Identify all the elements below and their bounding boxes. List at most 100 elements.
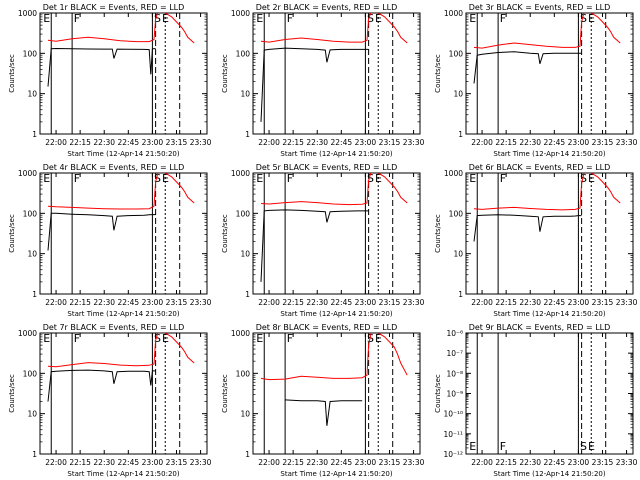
plot-frame xyxy=(252,12,421,135)
event-marker: S xyxy=(580,12,587,25)
y-tick-label: 10 xyxy=(240,90,250,99)
panel-title: Det 5r BLACK = Events, RED = LLD xyxy=(256,163,398,172)
panel-title: Det 2r BLACK = Events, RED = LLD xyxy=(256,3,398,12)
lld-series-line xyxy=(260,333,408,381)
plot-frame xyxy=(465,172,634,295)
x-axis-label: Start Time (12-Apr-14 21:50:20) xyxy=(280,150,392,158)
x-tick-label: 22:30 xyxy=(519,298,541,307)
panel-title: Det 7r BLACK = Events, RED = LLD xyxy=(43,323,185,332)
x-tick-label: 23:15 xyxy=(166,458,188,467)
x-tick-label: 22:30 xyxy=(519,138,541,147)
x-tick-label: 22:15 xyxy=(69,458,91,467)
x-tick-label: 23:30 xyxy=(616,298,638,307)
event-marker: S xyxy=(367,172,374,185)
events-series-line xyxy=(473,51,582,84)
y-tick-label: 100 xyxy=(23,369,38,378)
event-marker: S xyxy=(154,12,161,25)
y-tick-label: 1000 xyxy=(444,169,463,178)
x-tick-label: 23:15 xyxy=(166,298,188,307)
panel-title: Det 3r BLACK = Events, RED = LLD xyxy=(469,3,611,12)
y-axis-label: Counts/sec xyxy=(434,54,442,93)
x-tick-label: 23:30 xyxy=(403,298,425,307)
x-tick-label: 22:00 xyxy=(258,138,280,147)
event-marker: F xyxy=(287,332,293,345)
panel-title: Det 8r BLACK = Events, RED = LLD xyxy=(256,323,398,332)
y-tick-label: 10 xyxy=(240,410,250,419)
x-tick-label: 23:00 xyxy=(142,138,164,147)
event-marker: E xyxy=(43,332,50,345)
lld-series-line xyxy=(47,173,195,210)
panel-title: Det 1r BLACK = Events, RED = LLD xyxy=(43,3,185,12)
panel-det-7: Det 7r BLACK = Events, RED = LLD Counts/s… xyxy=(8,323,212,478)
y-tick-label: 1000 xyxy=(444,9,463,18)
event-marker: E xyxy=(256,332,263,345)
event-marker: E xyxy=(469,172,476,185)
event-marker: E xyxy=(43,12,50,25)
event-marker: F xyxy=(74,172,80,185)
x-tick-label: 23:15 xyxy=(592,138,614,147)
events-series-line xyxy=(260,209,369,282)
x-tick-label: 22:15 xyxy=(495,138,517,147)
x-tick-label: 23:00 xyxy=(142,298,164,307)
event-marker: F xyxy=(500,172,506,185)
x-tick-label: 23:00 xyxy=(568,458,590,467)
event-marker: E xyxy=(375,172,382,185)
x-tick-label: 22:15 xyxy=(69,298,91,307)
lld-series-line xyxy=(473,13,621,49)
lld-series-line xyxy=(47,13,195,44)
y-tick-label: 1000 xyxy=(231,9,250,18)
panel-det-3: Det 3r BLACK = Events, RED = LLD Counts/s… xyxy=(434,3,638,158)
x-axis-label: Start Time (12-Apr-14 21:50:20) xyxy=(280,310,392,318)
panel-title: Det 4r BLACK = Events, RED = LLD xyxy=(43,163,185,172)
events-series-line xyxy=(47,212,156,251)
plot-frame xyxy=(39,172,208,295)
x-axis-label: Start Time (12-Apr-14 21:50:20) xyxy=(67,310,179,318)
events-series-line xyxy=(285,399,363,426)
plot-frame xyxy=(39,12,208,135)
x-axis-label: Start Time (12-Apr-14 21:50:20) xyxy=(493,470,605,478)
y-tick-label: 1000 xyxy=(18,329,37,338)
lld-series-line xyxy=(260,173,408,206)
plot-frame xyxy=(465,12,634,135)
x-tick-label: 22:45 xyxy=(331,138,353,147)
y-tick-label: 1 xyxy=(245,290,250,299)
y-axis-label: Counts/sec xyxy=(8,54,16,93)
event-marker: S xyxy=(154,332,161,345)
y-tick-label: 10⁻⁷ xyxy=(446,349,463,358)
y-tick-label: 1 xyxy=(32,290,37,299)
y-tick-label: 1000 xyxy=(231,329,250,338)
y-tick-label: 100 xyxy=(236,209,251,218)
y-axis-label: Counts/sec xyxy=(434,214,442,253)
x-tick-label: 22:30 xyxy=(93,138,115,147)
x-tick-label: 23:15 xyxy=(592,458,614,467)
x-tick-label: 22:00 xyxy=(258,298,280,307)
x-tick-label: 22:00 xyxy=(45,298,67,307)
event-marker: E xyxy=(256,172,263,185)
x-tick-label: 23:00 xyxy=(568,298,590,307)
lld-series-line xyxy=(473,173,621,211)
event-marker: E xyxy=(162,12,169,25)
y-tick-label: 10 xyxy=(27,250,37,259)
lld-series-line xyxy=(47,333,195,368)
panel-det-5: Det 5r BLACK = Events, RED = LLD Counts/s… xyxy=(221,163,425,318)
x-tick-label: 23:30 xyxy=(403,138,425,147)
y-tick-label: 100 xyxy=(236,49,251,58)
event-marker: E xyxy=(469,440,476,453)
x-tick-label: 22:45 xyxy=(544,298,566,307)
y-axis-label: Counts/sec xyxy=(8,214,16,253)
x-tick-label: 22:45 xyxy=(118,458,140,467)
y-tick-label: 100 xyxy=(23,49,38,58)
y-tick-label: 1000 xyxy=(18,169,37,178)
event-marker: F xyxy=(500,440,506,453)
event-marker: S xyxy=(580,440,587,453)
event-marker: F xyxy=(74,332,80,345)
x-tick-label: 23:30 xyxy=(190,458,212,467)
y-axis-label: Counts/sec xyxy=(8,374,16,413)
x-axis-label: Start Time (12-Apr-14 21:50:20) xyxy=(67,470,179,478)
x-tick-label: 22:15 xyxy=(282,138,304,147)
x-tick-label: 22:00 xyxy=(471,298,493,307)
x-tick-label: 22:15 xyxy=(495,458,517,467)
x-tick-label: 22:15 xyxy=(495,298,517,307)
event-marker: S xyxy=(367,12,374,25)
x-tick-label: 22:15 xyxy=(69,138,91,147)
